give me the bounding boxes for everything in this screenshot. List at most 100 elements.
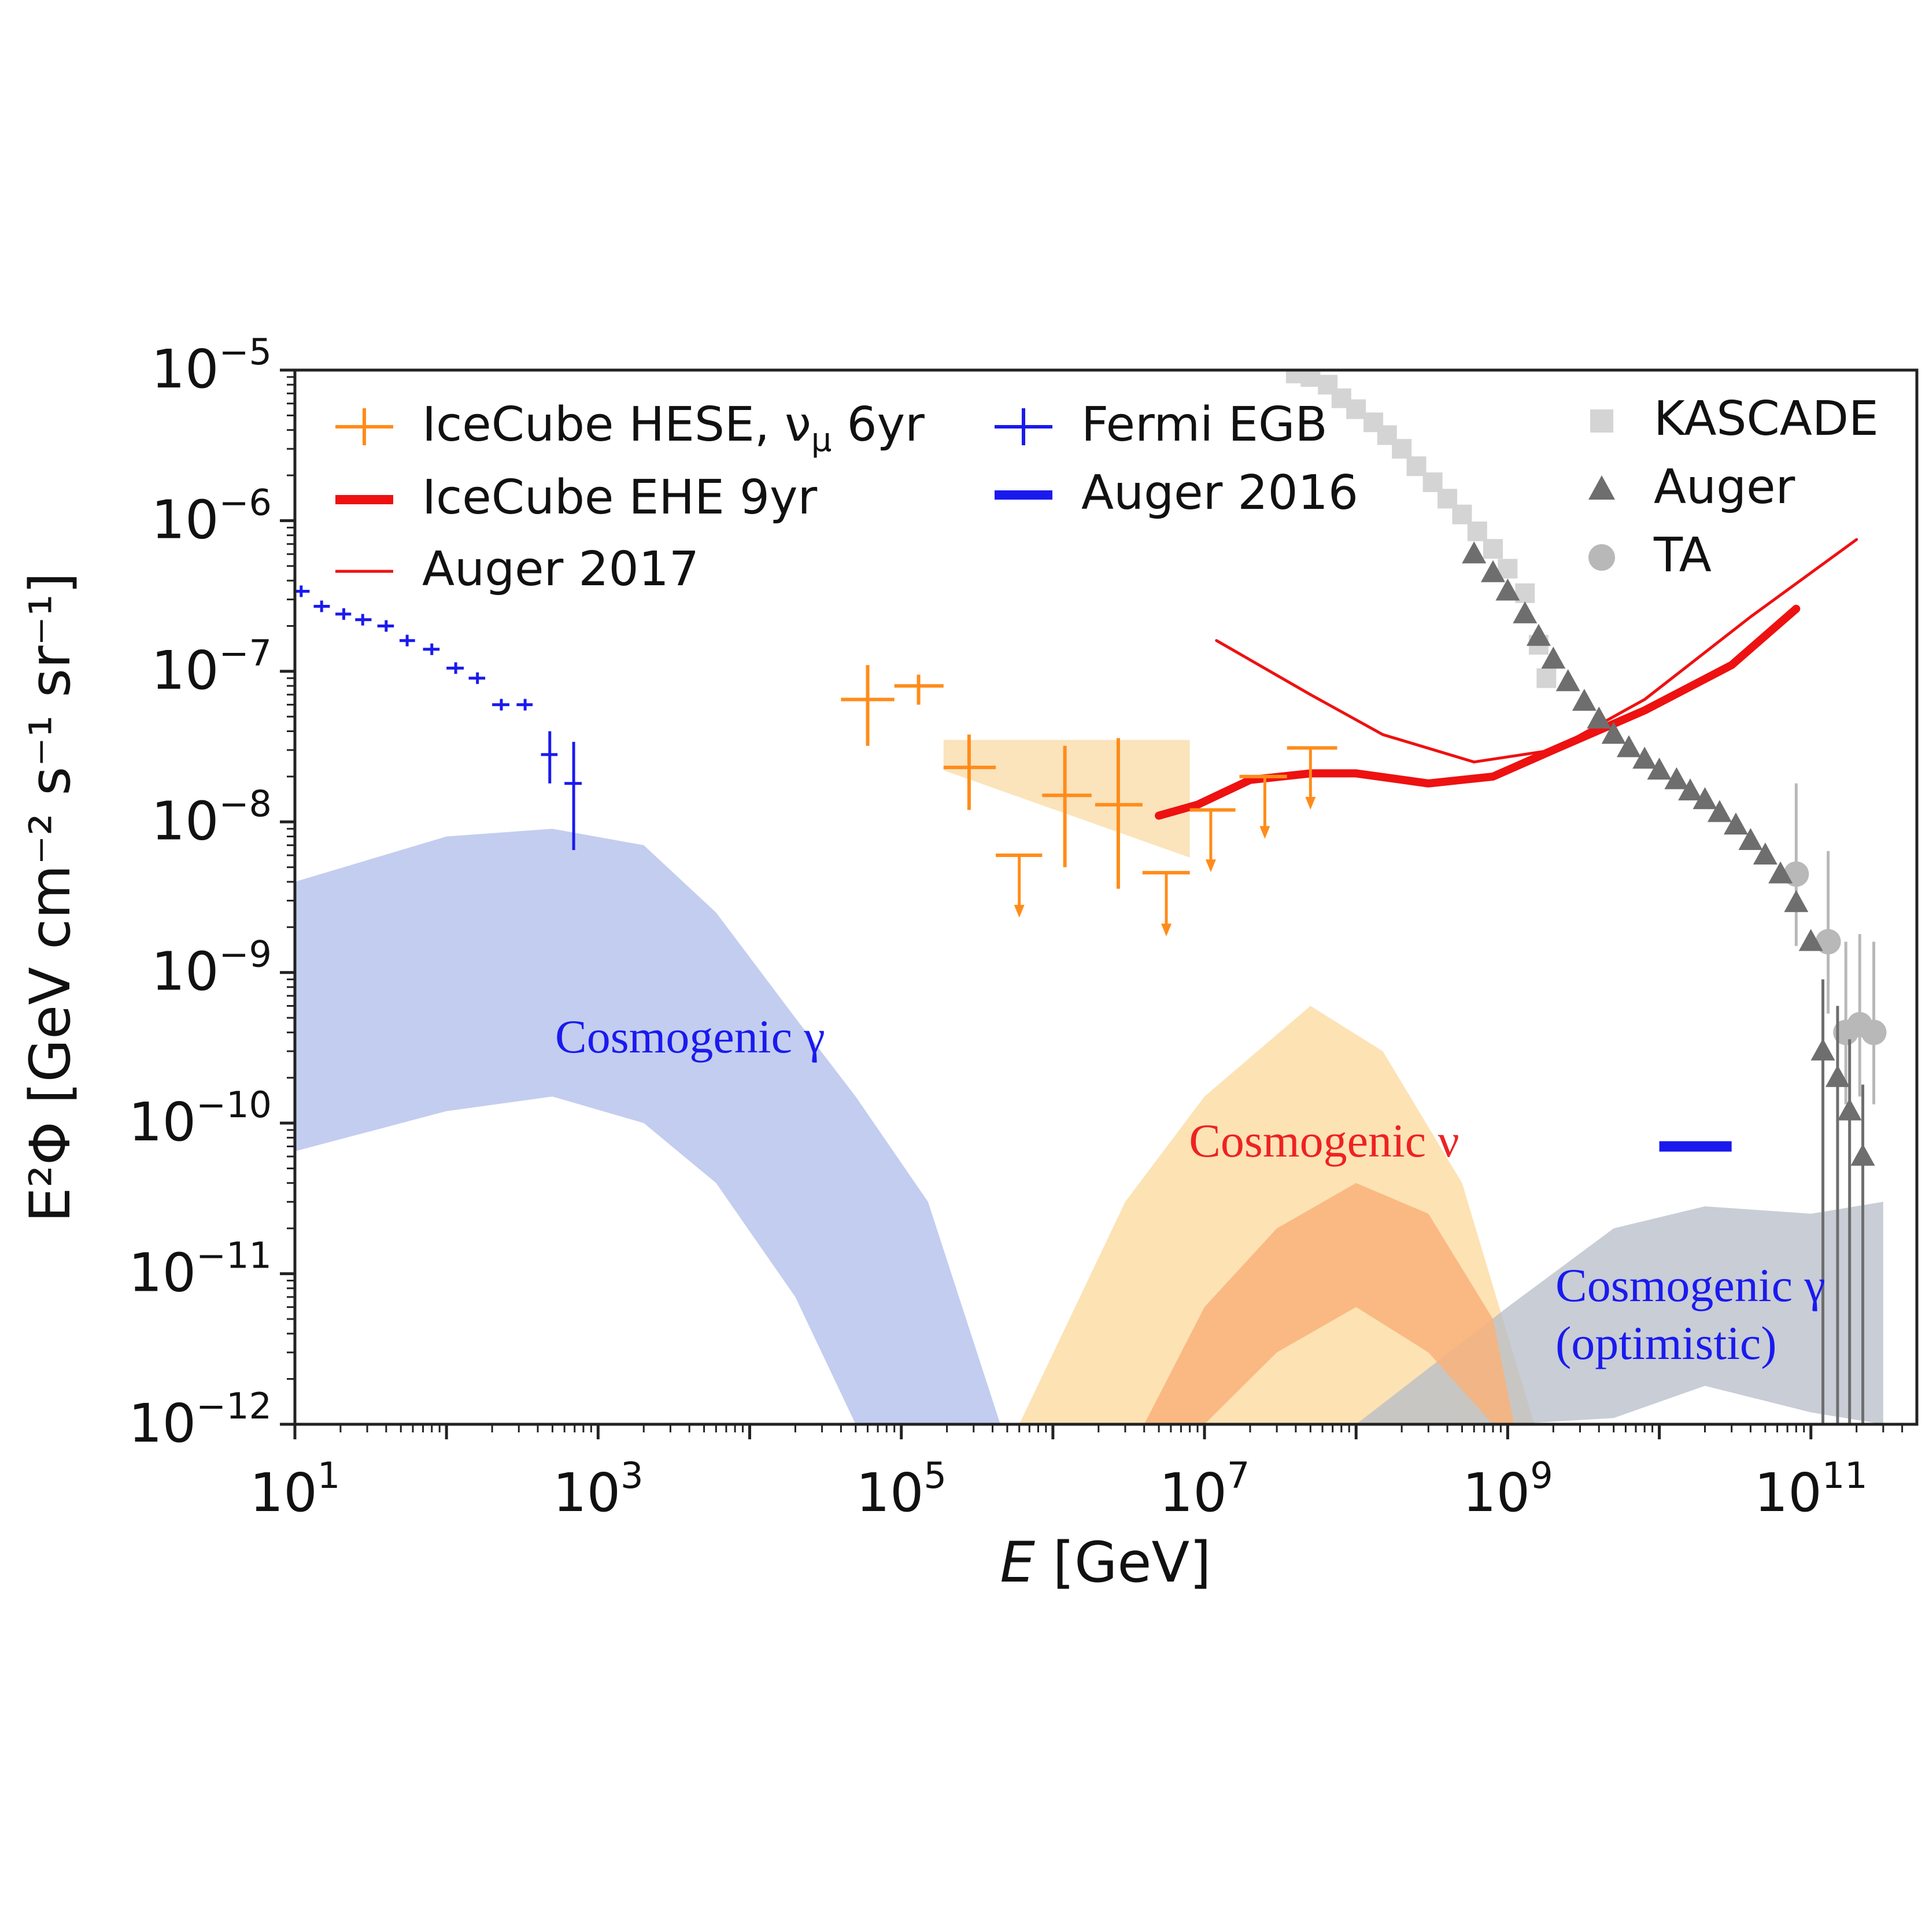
x-tick-label-base: 10 (1754, 1462, 1822, 1524)
auger-marker (1587, 706, 1612, 729)
legend-label-text: TA (1653, 528, 1712, 583)
x-tick-label-exp: 1 (317, 1454, 340, 1497)
hese-limit-arrow (1161, 923, 1172, 937)
legend-label: TA (1653, 528, 1712, 583)
auger-marker (1647, 758, 1672, 780)
x-tick-label-exp: 7 (1227, 1454, 1250, 1497)
y-tick-label-exp: −7 (219, 632, 272, 674)
kascade-marker (1392, 439, 1412, 459)
y-tick-label-exp: −5 (219, 331, 272, 373)
y-tick-label: 10−10 (128, 1084, 272, 1153)
y-tick-label-exp: −8 (219, 782, 272, 825)
kascade-marker (1483, 539, 1503, 559)
auger-marker (1753, 843, 1778, 865)
y-tick-label: 10−6 (151, 481, 272, 551)
cosmogenic-gamma-band (295, 829, 1000, 1424)
y-tick-label-base: 10 (128, 1392, 196, 1454)
y-tick-label-base: 10 (151, 941, 219, 1003)
auger-marker (1850, 1143, 1875, 1166)
auger-marker (1825, 1065, 1850, 1087)
x-tick-label-base: 10 (553, 1462, 620, 1524)
auger-marker (1678, 778, 1703, 801)
lines-layer (1155, 538, 1858, 1152)
auger-marker (1798, 929, 1823, 951)
y-tick-label: 10−8 (151, 782, 272, 852)
y-tick-label-base: 10 (151, 489, 219, 551)
y-tick-label: 10−7 (151, 632, 272, 701)
auger-2017-line (1215, 538, 1858, 764)
auger-marker (1768, 861, 1793, 884)
auger-marker (1707, 800, 1732, 822)
auger-marker (1837, 1098, 1862, 1121)
y-tick-label-exp: −10 (196, 1084, 272, 1126)
legend-label-text: Auger 2017 (422, 542, 699, 597)
y-axis-label: E²Φ [GeV cm⁻² s⁻¹ sr⁻¹] (18, 572, 83, 1222)
kascade-marker (1346, 399, 1366, 419)
x-tick-label: 103 (553, 1454, 644, 1524)
legend-label-text: KASCADE (1654, 391, 1879, 446)
x-axis-label-var: E (1000, 1530, 1035, 1595)
y-tick-label-exp: −6 (219, 481, 272, 523)
legend-label: Auger (1654, 460, 1795, 515)
legend-label: IceCube HESE, νμ 6yr (422, 397, 925, 459)
hese-limit-arrow (1014, 904, 1025, 918)
auger-marker (1616, 735, 1641, 758)
x-tick-label-base: 10 (1462, 1462, 1530, 1524)
legend-label-text: Auger (1654, 460, 1795, 515)
x-axis-label: E [GeV] (1000, 1530, 1211, 1595)
auger-marker (1541, 647, 1566, 669)
x-tick-label: 1011 (1754, 1454, 1868, 1524)
auger-marker (1601, 722, 1626, 744)
legend-label: Auger 2016 (1081, 466, 1358, 520)
auger-marker (1738, 828, 1763, 850)
y-tick-label-exp: −9 (219, 933, 272, 976)
legend-marker (1588, 475, 1615, 500)
legend-marker (1590, 409, 1613, 433)
auger-marker (1724, 812, 1749, 835)
legend-label-sub: μ (811, 422, 832, 459)
annotation-1: Cosmogenic ν (1189, 1114, 1459, 1167)
y-tick-label-exp: −11 (196, 1235, 272, 1277)
plot-frame (293, 368, 1919, 1426)
x-tick-label-exp: 9 (1530, 1454, 1553, 1497)
x-tick-label: 105 (856, 1454, 947, 1524)
cosmogenic-nu-inner-band (1144, 1183, 1514, 1424)
legend-marker (1588, 544, 1615, 571)
kascade-marker (1536, 668, 1557, 688)
auger-marker (1495, 578, 1520, 601)
y-tick-label-base: 10 (151, 790, 219, 852)
x-tick-label-exp: 3 (620, 1454, 643, 1497)
legend-label: Auger 2017 (422, 542, 699, 597)
y-tick-label: 10−9 (151, 933, 272, 1003)
auger-marker (1555, 669, 1580, 692)
x-tick-label-base: 10 (250, 1462, 317, 1524)
legend-label-text: Fermi EGB (1081, 397, 1328, 452)
y-tick-label-base: 10 (151, 640, 219, 701)
legend-label-text: IceCube HESE, ν (422, 397, 811, 452)
hese-limit-arrow (1205, 859, 1216, 873)
legend-label: IceCube EHE 9yr (422, 470, 818, 525)
legend-label-text: IceCube EHE 9yr (422, 470, 818, 525)
hese-limit-arrow (1259, 826, 1270, 839)
y-tick-label: 10−12 (128, 1385, 272, 1454)
x-axis-label-unit: [GeV] (1035, 1530, 1211, 1595)
x-tick-label: 109 (1462, 1454, 1553, 1524)
y-tick-label-base: 10 (128, 1242, 196, 1304)
kascade-marker (1467, 521, 1487, 541)
y-tick-label: 10−5 (151, 331, 272, 400)
x-tick-label-base: 10 (1159, 1462, 1227, 1524)
x-tick-label-exp: 5 (924, 1454, 947, 1497)
annotation-2: Cosmogenic γ (1555, 1259, 1825, 1312)
auger-marker (1480, 560, 1505, 582)
hese-band (943, 740, 1190, 858)
auger-marker (1693, 787, 1717, 810)
auger-marker (1462, 541, 1487, 564)
x-tick-label-base: 10 (856, 1462, 923, 1524)
auger-marker (1513, 601, 1538, 623)
auger-marker (1810, 1038, 1835, 1061)
auger-marker (1526, 623, 1551, 646)
legend-label: KASCADE (1654, 391, 1879, 446)
